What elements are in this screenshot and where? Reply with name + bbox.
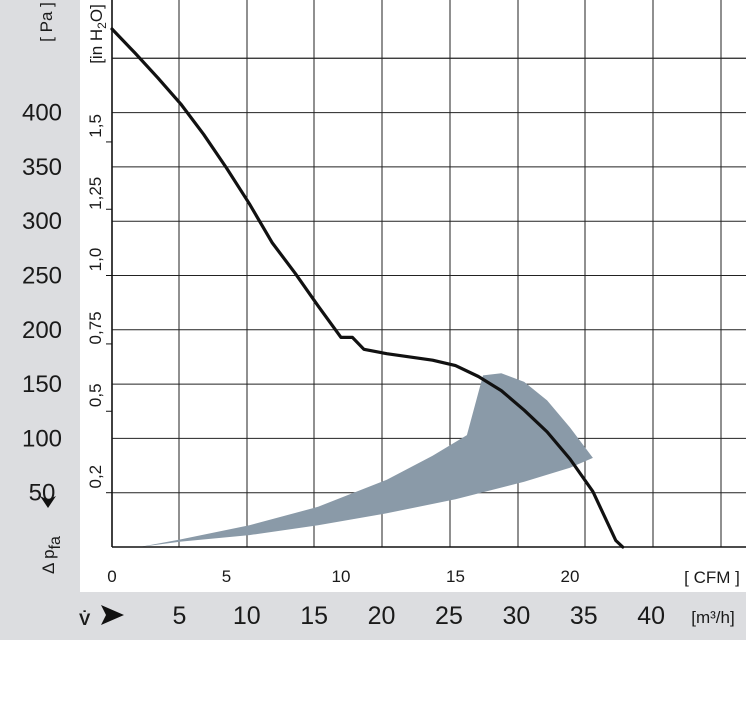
m3h-tick-label: 40: [637, 602, 665, 630]
m3h-tick-label: 30: [502, 602, 530, 630]
svg-text:Δ pfa: Δ pfa: [39, 536, 64, 574]
m3h-tick-label: 20: [368, 602, 396, 630]
inh2o-tick-labels: 0,2 0,5 0,75 1,0 1,25 1,5: [86, 114, 112, 494]
curve-layer: [110, 27, 625, 549]
inh2o-tick-label: 1,5: [86, 114, 105, 138]
pa-tick-label: 350: [22, 154, 62, 181]
inh2o-unit-sub: 2: [95, 22, 109, 29]
pa-tick-label: 150: [22, 371, 62, 398]
m3h-tick-labels: 5 10 15 20 25 30 35 40: [172, 602, 665, 630]
pa-tick-label: 300: [22, 208, 62, 235]
pa-tick-label: 100: [22, 425, 62, 452]
axis-band-left: [0, 0, 80, 640]
cfm-tick-label: 5: [222, 567, 231, 586]
cfm-tick-labels: 0 5 10 15 20: [107, 567, 579, 586]
pa-unit-label: [ Pa ]: [37, 2, 56, 42]
operating-region: [139, 373, 593, 547]
inh2o-tick-label: 0,75: [86, 311, 105, 344]
cfm-tick-label: 15: [446, 567, 465, 586]
inh2o-unit-end: O]: [87, 4, 106, 22]
inh2o-tick-label: 0,2: [86, 465, 105, 489]
pa-tick-label: 400: [22, 100, 62, 127]
y-axis-arrow: [40, 496, 56, 508]
pa-tick-label: 200: [22, 317, 62, 344]
axes-layer: [111, 0, 746, 548]
inh2o-tick-label: 1,0: [86, 248, 105, 272]
m3h-tick-label: 5: [172, 602, 186, 630]
operating-region-shape: [139, 373, 593, 547]
m3h-tick-label: 10: [233, 602, 261, 630]
pa-tick-label: 250: [22, 263, 62, 290]
m3h-tick-label: 25: [435, 602, 463, 630]
cfm-tick-label: 20: [561, 567, 580, 586]
inh2o-tick-label: 1,25: [86, 177, 105, 210]
flow-axis-title: V̇: [79, 605, 124, 629]
axis-band-bottom: [0, 592, 746, 640]
m3h-tick-label: 15: [300, 602, 328, 630]
cfm-tick-label: 0: [107, 567, 116, 586]
m3h-tick-label: 35: [570, 602, 598, 630]
svg-text:V̇: V̇: [79, 610, 91, 629]
y-axis-title: Δ pfa: [39, 496, 64, 574]
m3h-unit-label: [m³/h]: [691, 608, 734, 627]
flow-axis-arrow: [101, 605, 124, 625]
cfm-tick-label: 10: [332, 567, 351, 586]
inh2o-tick-label: 0,5: [86, 383, 105, 407]
pressure-curve: [110, 27, 625, 549]
inh2o-unit-label: [in H2O]: [87, 4, 109, 64]
y-axis-title-sub: fa: [47, 536, 64, 549]
cfm-unit-label: [ CFM ]: [684, 568, 740, 587]
